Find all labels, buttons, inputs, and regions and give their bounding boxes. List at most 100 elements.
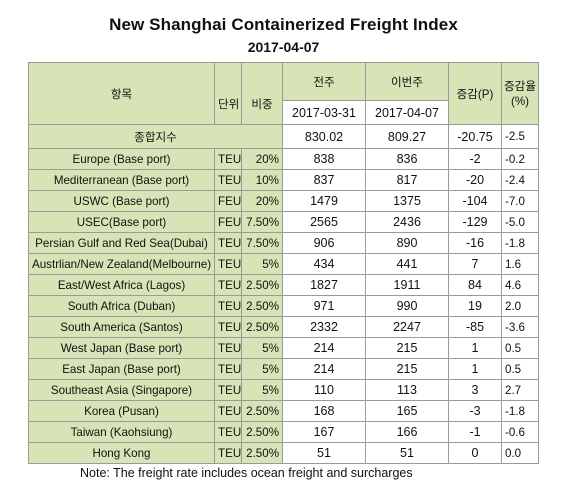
composite-prev: 830.02 <box>282 124 366 149</box>
change-cell: -129 <box>448 211 502 233</box>
route-cell: West Japan (Base port) <box>28 337 215 359</box>
change-cell: -3 <box>448 400 502 422</box>
header-curr-date: 2017-04-07 <box>365 100 449 125</box>
route-cell: Taiwan (Kaohsiung) <box>28 421 215 443</box>
table-row: Europe (Base port) TEU 20% 838 836 -2 -0.2 <box>28 148 539 170</box>
table-row: South America (Santos) TEU 2.50% 2332 2247 -8… <box>28 316 539 338</box>
rate-cell: -7.0 <box>501 190 539 212</box>
prev-value-cell: 971 <box>282 295 366 317</box>
rate-cell: -5.0 <box>501 211 539 233</box>
rate-cell: -2.4 <box>501 169 539 191</box>
curr-value-cell: 2436 <box>365 211 449 233</box>
curr-value-cell: 836 <box>365 148 449 170</box>
header-prev: 전주 <box>282 62 366 101</box>
weight-cell: 20% <box>241 190 283 212</box>
rate-cell: 0.5 <box>501 337 539 359</box>
rate-cell: -0.2 <box>501 148 539 170</box>
unit-cell: TEU <box>214 337 242 359</box>
route-cell: Austrlian/New Zealand(Melbourne) <box>28 253 215 275</box>
unit-cell: TEU <box>214 442 242 464</box>
prev-value-cell: 168 <box>282 400 366 422</box>
table-row: Southeast Asia (Singapore) TEU 5% 110 113 3 2.… <box>28 379 539 401</box>
footnote: Note: The freight rate includes ocean fr… <box>80 466 413 480</box>
table-row: USWC (Base port) FEU 20% 1479 1375 -104 -7.0 <box>28 190 539 212</box>
route-cell: Korea (Pusan) <box>28 400 215 422</box>
weight-cell: 10% <box>241 169 283 191</box>
prev-value-cell: 2565 <box>282 211 366 233</box>
route-cell: South Africa (Duban) <box>28 295 215 317</box>
curr-value-cell: 1911 <box>365 274 449 296</box>
change-cell: 1 <box>448 337 502 359</box>
route-cell: Persian Gulf and Red Sea(Dubai) <box>28 232 215 254</box>
rate-cell: -1.8 <box>501 400 539 422</box>
rate-cell: -0.6 <box>501 421 539 443</box>
table-row: East Japan (Base port) TEU 5% 214 215 1 0.5 <box>28 358 539 380</box>
header-change-p: 증감(P) <box>448 62 502 125</box>
table-row: Hong Kong TEU 2.50% 51 51 0 0.0 <box>28 442 539 464</box>
rate-cell: 4.6 <box>501 274 539 296</box>
weight-cell: 2.50% <box>241 295 283 317</box>
curr-value-cell: 990 <box>365 295 449 317</box>
header-unit: 단위 <box>214 62 242 125</box>
route-cell: South America (Santos) <box>28 316 215 338</box>
prev-value-cell: 214 <box>282 358 366 380</box>
header-prev-date: 2017-03-31 <box>282 100 366 125</box>
header-date-row: 2017-03-31 2017-04-07 <box>29 100 539 125</box>
prev-value-cell: 2332 <box>282 316 366 338</box>
change-cell: 7 <box>448 253 502 275</box>
curr-value-cell: 890 <box>365 232 449 254</box>
rate-cell: 2.7 <box>501 379 539 401</box>
prev-value-cell: 906 <box>282 232 366 254</box>
route-cell: USEC(Base port) <box>28 211 215 233</box>
unit-cell: FEU <box>214 190 242 212</box>
curr-value-cell: 441 <box>365 253 449 275</box>
change-cell: -16 <box>448 232 502 254</box>
weight-cell: 5% <box>241 337 283 359</box>
prev-value-cell: 838 <box>282 148 366 170</box>
composite-label: 종합지수 <box>28 124 283 149</box>
rate-cell: 1.6 <box>501 253 539 275</box>
prev-value-cell: 51 <box>282 442 366 464</box>
table-row: East/West Africa (Lagos) TEU 2.50% 1827 1911… <box>28 274 539 296</box>
route-cell: Mediterranean (Base port) <box>28 169 215 191</box>
table-row: Austrlian/New Zealand(Melbourne) TEU 5% 434… <box>28 253 539 275</box>
page-title: New Shanghai Containerized Freight Index <box>109 15 458 34</box>
report-date: 2017-04-07 <box>247 39 320 55</box>
weight-cell: 7.50% <box>241 211 283 233</box>
freight-index-table: 항목 단위 비중 전주 이번주 증감(P) 증감율(%) 2017-03-31 … <box>28 62 539 464</box>
header-row: 항목 단위 비중 전주 이번주 증감(P) 증감율(%) <box>28 62 539 125</box>
change-cell: 3 <box>448 379 502 401</box>
change-cell: -1 <box>448 421 502 443</box>
curr-value-cell: 817 <box>365 169 449 191</box>
composite-curr: 809.27 <box>365 124 449 149</box>
change-cell: 1 <box>448 358 502 380</box>
curr-value-cell: 165 <box>365 400 449 422</box>
weight-cell: 7.50% <box>241 232 283 254</box>
prev-value-cell: 837 <box>282 169 366 191</box>
curr-value-cell: 215 <box>365 358 449 380</box>
weight-cell: 2.50% <box>241 442 283 464</box>
unit-cell: TEU <box>214 274 242 296</box>
rate-cell: 0.0 <box>501 442 539 464</box>
table-row: South Africa (Duban) TEU 2.50% 971 990 19 2.0 <box>28 295 539 317</box>
rate-cell: -1.8 <box>501 232 539 254</box>
prev-value-cell: 434 <box>282 253 366 275</box>
rate-cell: -3.6 <box>501 316 539 338</box>
weight-cell: 2.50% <box>241 421 283 443</box>
unit-cell: TEU <box>214 400 242 422</box>
unit-cell: TEU <box>214 169 242 191</box>
route-cell: USWC (Base port) <box>28 190 215 212</box>
header-change-rate: 증감율(%) <box>501 62 539 125</box>
table-row: West Japan (Base port) TEU 5% 214 215 1 0.5 <box>28 337 539 359</box>
unit-cell: TEU <box>214 358 242 380</box>
prev-value-cell: 1479 <box>282 190 366 212</box>
composite-rate: -2.5 <box>501 124 539 149</box>
weight-cell: 2.50% <box>241 316 283 338</box>
curr-value-cell: 2247 <box>365 316 449 338</box>
change-cell: 84 <box>448 274 502 296</box>
change-cell: -104 <box>448 190 502 212</box>
table-row: USEC(Base port) FEU 7.50% 2565 2436 -129 -5.0 <box>28 211 539 233</box>
unit-cell: FEU <box>214 211 242 233</box>
route-cell: East Japan (Base port) <box>28 358 215 380</box>
rate-cell: 2.0 <box>501 295 539 317</box>
